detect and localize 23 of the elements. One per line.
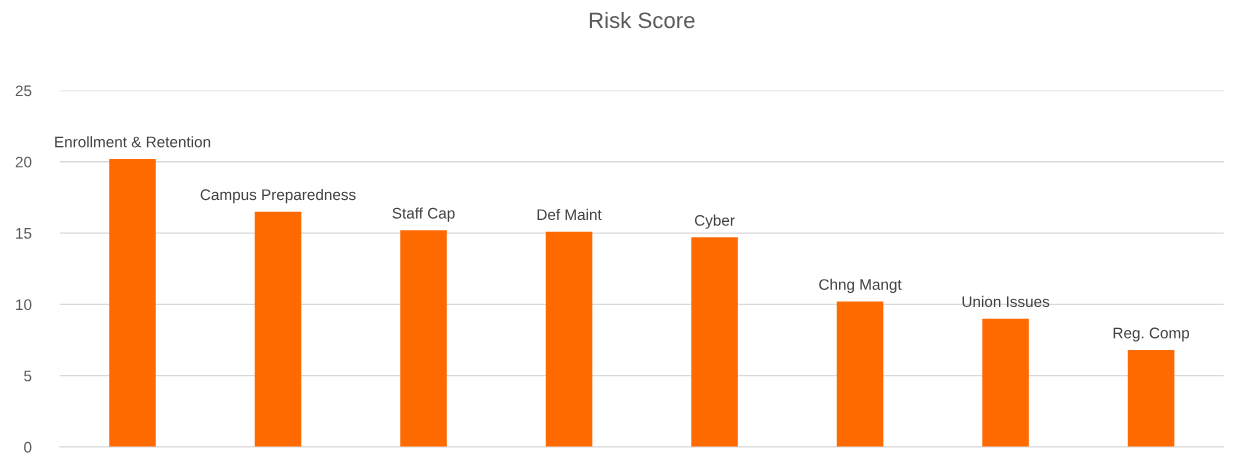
bar: [400, 230, 447, 447]
bar: [109, 158, 156, 447]
x-tick-label: Cyber: [694, 214, 735, 229]
y-tick-label: 10: [16, 299, 32, 311]
y-tick-label: 25: [15, 85, 32, 97]
x-tick-label: Staff Cap: [392, 207, 455, 222]
x-tick-label: Campus Preparedness: [200, 188, 356, 204]
x-tick-label: Union Issues: [962, 295, 1050, 308]
y-tick-label: 15: [16, 228, 32, 239]
bar: [254, 211, 302, 447]
x-tick-label: Reg. Comp: [1113, 327, 1190, 342]
x-tick-label: Def Maint: [537, 208, 602, 221]
bar: [836, 301, 884, 447]
bar: [691, 237, 738, 447]
chart-title: Risk Score: [589, 11, 695, 29]
y-tick-label: 20: [15, 156, 32, 168]
x-tick-label: Enrollment & Retention: [55, 136, 211, 148]
y-tick-label: 5: [24, 370, 32, 382]
x-tick-label: Chng Mangt: [819, 278, 902, 293]
bar: [982, 318, 1029, 447]
bar: [545, 231, 593, 447]
bar: [1127, 350, 1175, 447]
y-tick-label: 0: [24, 441, 32, 453]
